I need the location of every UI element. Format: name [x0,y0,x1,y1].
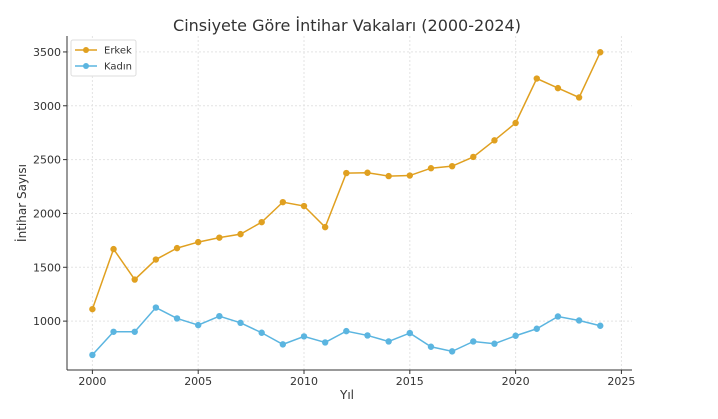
data-point [470,153,477,161]
ticks: 2000 2005 2010 2015 2020 2025 1000 1500 2000 2500… [33,46,635,388]
x-tick-label: 2020 [502,375,530,388]
data-point [300,202,308,210]
data-point [470,338,477,345]
data-point [343,169,350,177]
data-point [427,165,435,172]
data-point [427,343,435,350]
data-point [152,304,160,311]
x-tick-label: 2000 [78,375,106,388]
data-point [385,338,392,345]
data-point [512,332,519,339]
data-point [194,321,202,329]
y-tick-label: 3500 [33,46,61,59]
data-point [237,230,244,238]
series-line-erkek [91,51,601,310]
data-point [173,315,181,322]
data-point [533,325,540,332]
x-tick-label: 2010 [290,375,318,388]
data-point [258,218,265,226]
legend-label: Erkek [104,46,132,57]
data-point [89,351,96,359]
axes [66,36,632,371]
data-point [575,317,583,324]
x-axis-label: Yıl [339,388,354,402]
x-tick-label: 2015 [396,375,424,388]
legend-swatch-marker [83,63,89,69]
data-point [279,198,287,206]
data-point [533,75,540,82]
data-point [216,312,223,320]
legend-swatch-marker [83,47,89,53]
legend-label: Kadın [104,62,132,73]
data-point [491,137,498,144]
y-tick-label: 2500 [33,154,61,167]
data-point [110,245,117,253]
data-point [385,172,392,180]
data-point [364,169,371,176]
grid [67,36,632,370]
data-point [343,327,350,335]
data-point [364,332,371,339]
data-point [575,94,583,101]
data-point [131,276,138,283]
data-point [216,234,223,241]
data-point [89,305,96,313]
data-point [173,244,181,252]
data-point [194,238,202,246]
data-point [321,223,329,231]
data-point [131,328,138,335]
data-point [512,119,519,127]
data-point [448,348,456,355]
y-tick-label: 1000 [33,315,61,328]
y-tick-label: 2000 [33,207,61,220]
data-point [597,322,604,329]
data-point [110,328,117,335]
data-point [554,84,562,92]
data-point [321,339,329,346]
data-point [406,172,414,179]
data-point [279,341,287,348]
data-point [406,329,414,337]
data-point [237,319,244,327]
data-point [152,256,160,263]
data-point [554,313,562,320]
data-point [491,340,498,347]
data-point [448,162,456,170]
data-point [597,49,604,56]
data-point [300,333,308,340]
y-axis-label: İntihar Sayısı [14,164,29,242]
legend: Erkek Kadın [70,39,137,77]
chart-title: Cinsiyete Göre İntihar Vakaları (2000-20… [173,16,521,35]
x-tick-label: 2025 [607,375,635,388]
series [89,49,604,359]
y-tick-label: 1500 [33,261,61,274]
y-tick-label: 3000 [33,100,61,113]
data-point [258,329,265,336]
x-tick-label: 2005 [184,375,212,388]
